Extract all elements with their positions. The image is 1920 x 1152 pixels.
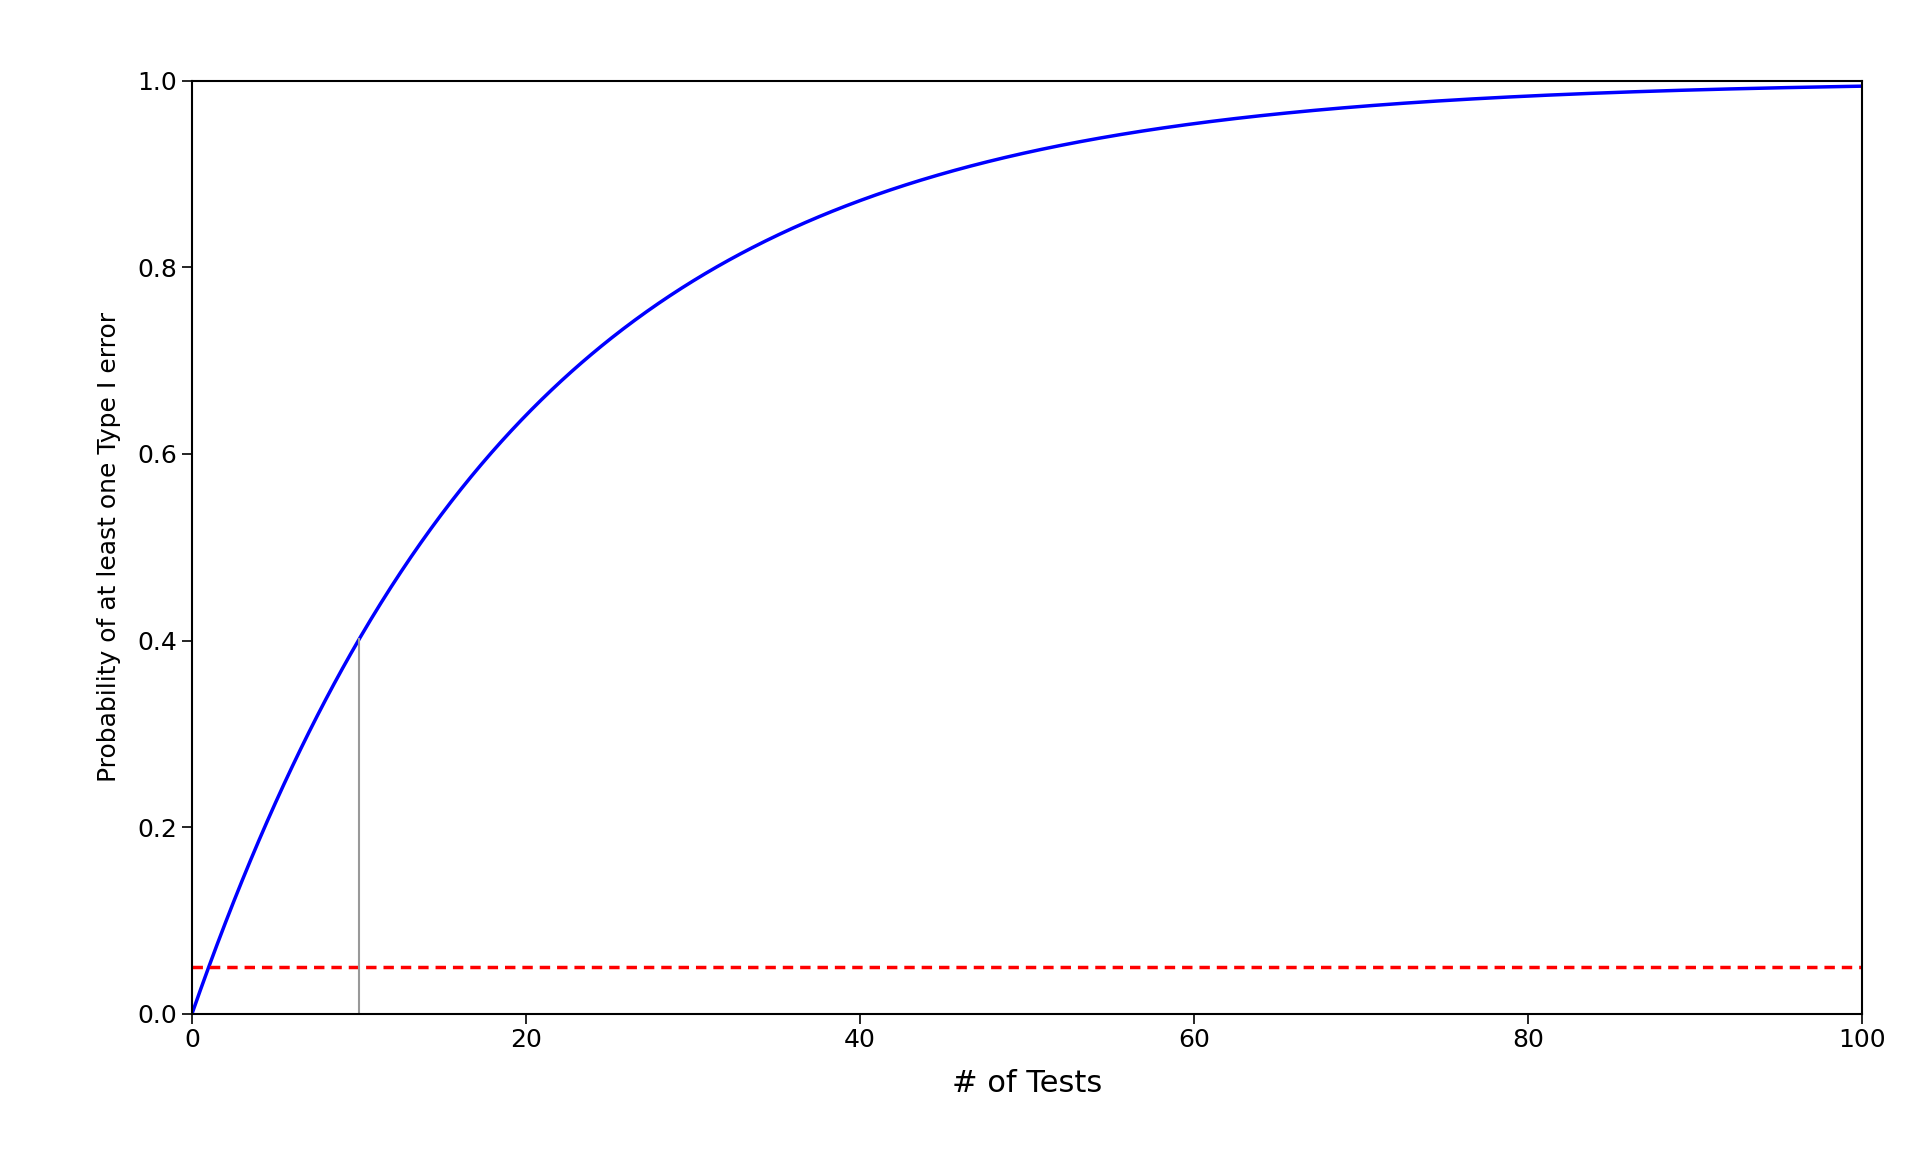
Y-axis label: Probability of at least one Type I error: Probability of at least one Type I error bbox=[96, 312, 121, 782]
X-axis label: # of Tests: # of Tests bbox=[952, 1069, 1102, 1098]
